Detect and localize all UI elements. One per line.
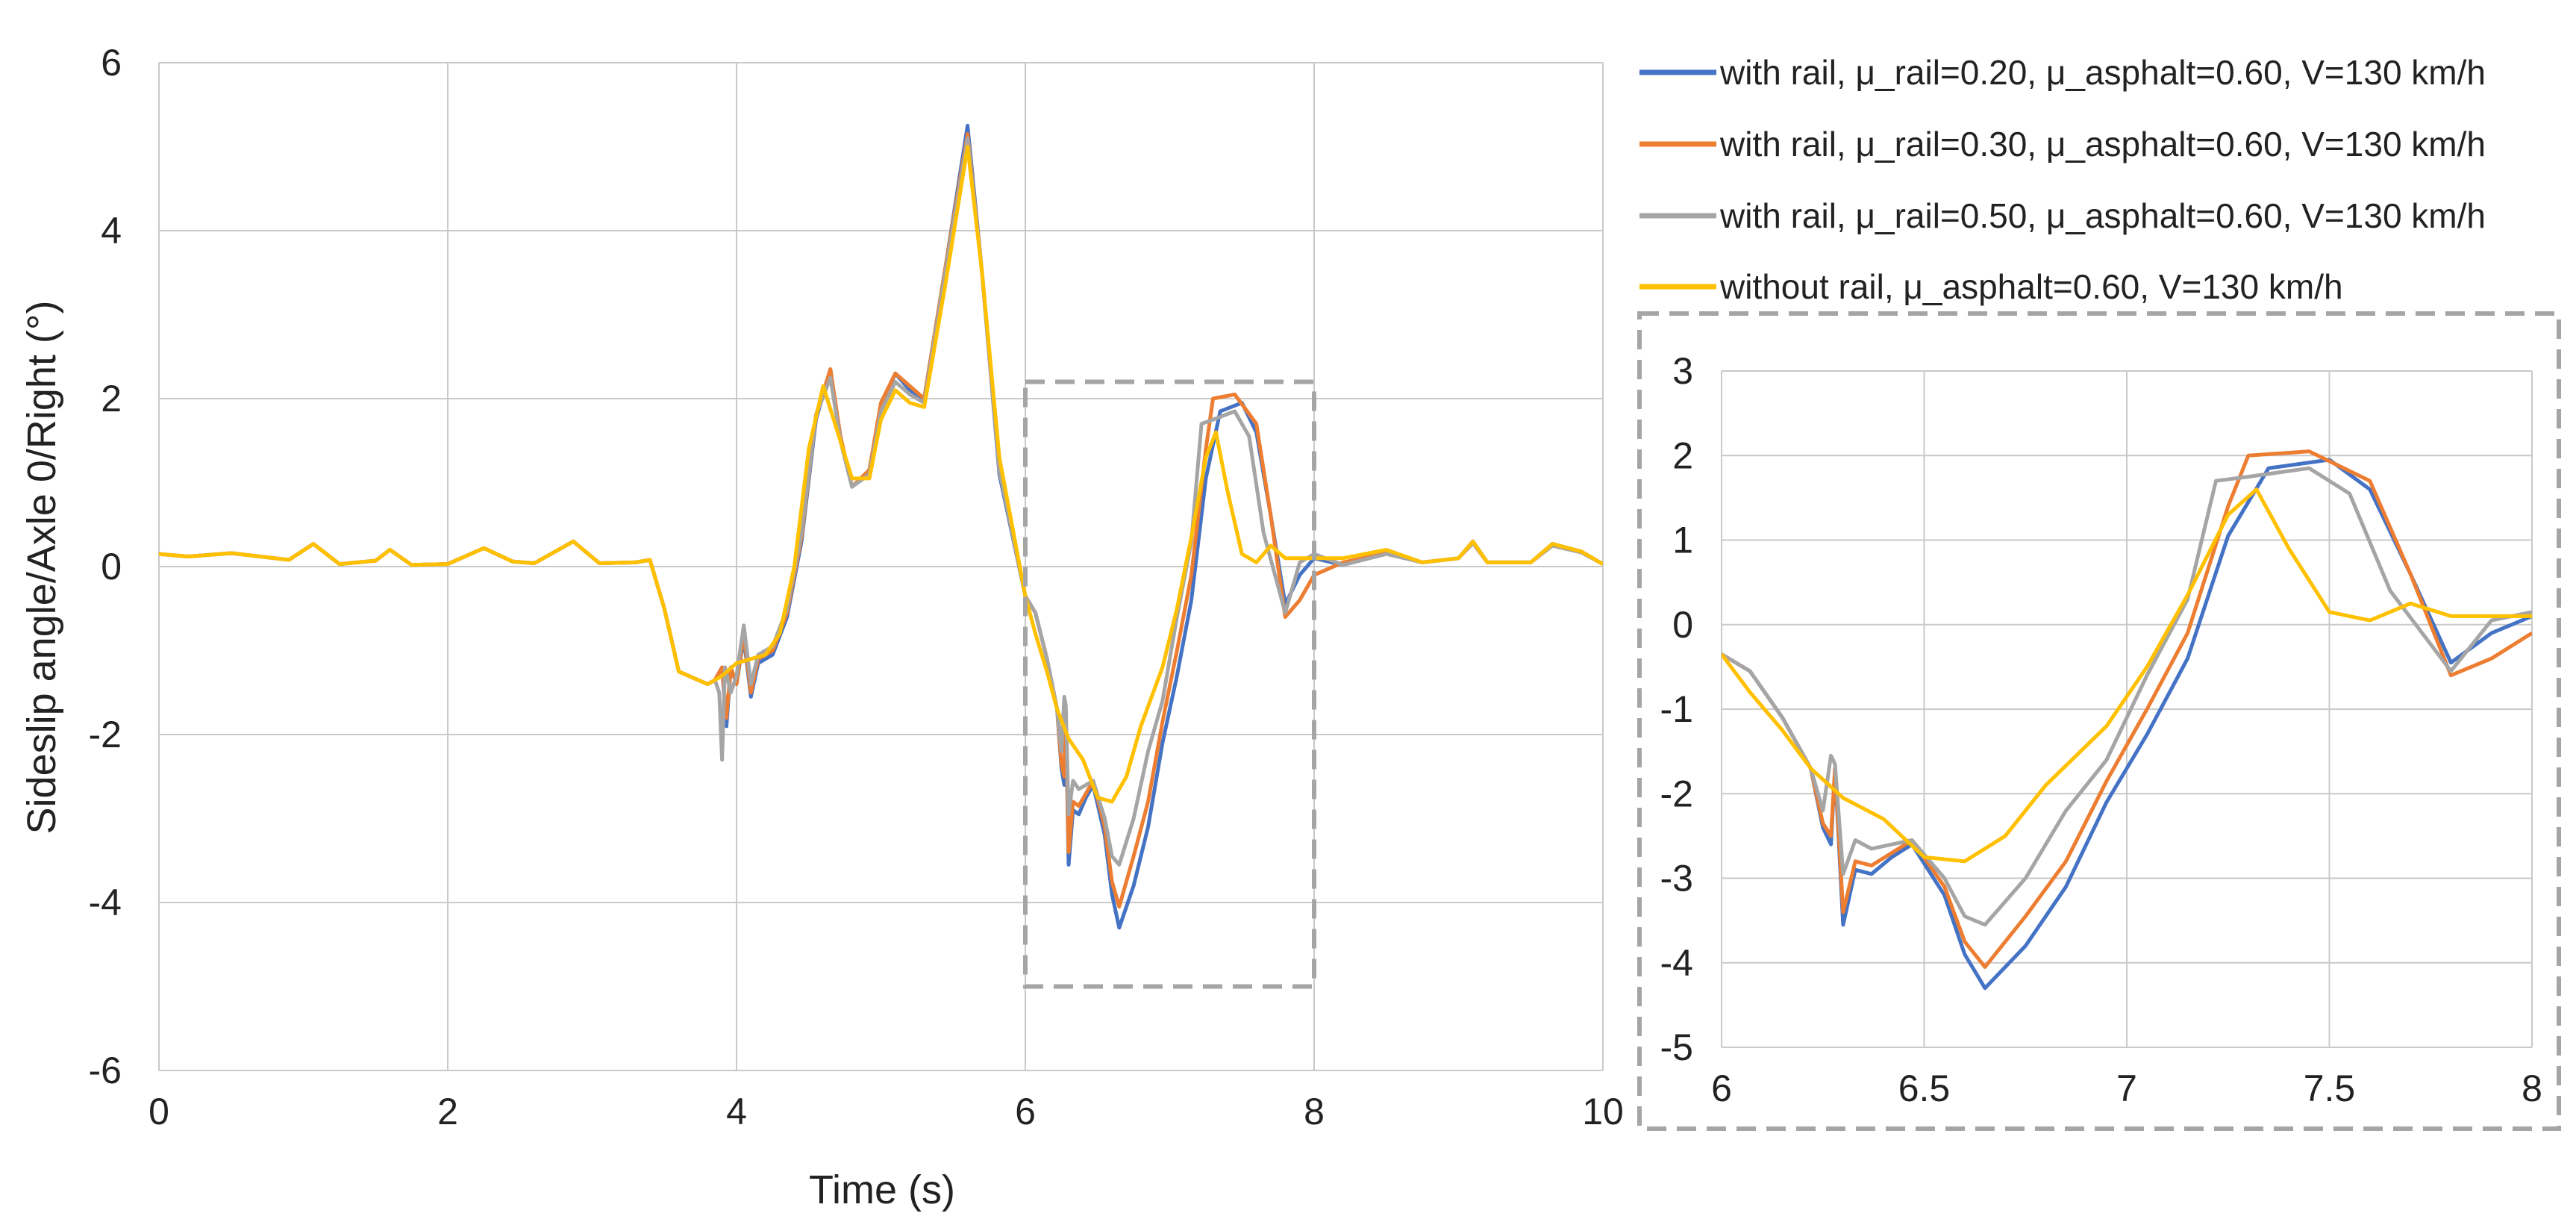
y-tick-label: -4	[1660, 942, 1693, 984]
x-tick-label: 10	[1582, 1091, 1624, 1132]
y-tick-label: 0	[101, 546, 122, 587]
series-line-4	[159, 145, 1603, 804]
y-tick-label: -1	[1660, 688, 1693, 730]
inset-series	[1722, 449, 2532, 991]
main-series	[159, 123, 1603, 930]
legend-label: with rail, μ_rail=0.30, μ_asphalt=0.60, …	[1719, 125, 2486, 163]
y-tick-label: 4	[101, 210, 122, 252]
x-tick-label: 8	[2522, 1067, 2542, 1109]
y-tick-label: -3	[1660, 858, 1693, 900]
series-line-2	[1722, 449, 2532, 969]
y-tick-label: 2	[101, 378, 122, 420]
legend-entry: with rail, μ_rail=0.20, μ_asphalt=0.60, …	[1639, 53, 2486, 92]
series-line-4	[1722, 487, 2532, 864]
legend-entry: with rail, μ_rail=0.50, μ_asphalt=0.60, …	[1639, 196, 2486, 235]
series-line-2	[159, 132, 1603, 909]
y-tick-label: 3	[1672, 350, 1693, 392]
x-tick-label: 6.5	[1898, 1067, 1951, 1109]
series-line-1	[1722, 458, 2532, 991]
y-tick-label: -4	[89, 882, 122, 923]
main-chart: -6 -4 -2 0 2 4 6 0 2 4 6 8 10 Time (s) Sideslip angl…	[19, 42, 1624, 1212]
inset-frame	[1637, 311, 2561, 1131]
legend-label: with rail, μ_rail=0.50, μ_asphalt=0.60, …	[1719, 196, 2486, 235]
legend-entry: with rail, μ_rail=0.30, μ_asphalt=0.60, …	[1639, 125, 2486, 163]
y-tick-label: 0	[1672, 604, 1693, 646]
y-tick-label: -2	[1660, 773, 1693, 814]
y-tick-label: 1	[1672, 520, 1693, 561]
inset-grid	[1721, 370, 2533, 1048]
series-line-3	[159, 136, 1603, 867]
x-tick-label: 6	[1711, 1067, 1732, 1109]
y-tick-label: -6	[89, 1050, 122, 1091]
series-line-1	[159, 123, 1603, 930]
y-tick-label: -5	[1660, 1026, 1693, 1068]
x-tick-label: 0	[149, 1091, 169, 1132]
y-tick-label: -2	[89, 714, 122, 755]
inset-zoom-chart: -5 -4 -3 -2 -1 0 1 2 3 6 6.5 7 7.5 8	[1637, 311, 2561, 1131]
y-tick-label: 2	[1672, 434, 1693, 476]
y-axis-title: Sideslip angle/Axle 0/Right (°)	[19, 301, 64, 835]
inset-tick-labels: -5 -4 -3 -2 -1 0 1 2 3 6 6.5 7 7.5 8	[1660, 350, 2542, 1109]
main-tick-labels: -6 -4 -2 0 2 4 6 0 2 4 6 8 10	[89, 42, 1624, 1132]
x-tick-label: 7.5	[2304, 1067, 2356, 1109]
x-tick-label: 7	[2116, 1067, 2137, 1109]
legend-entry: without rail, μ_asphalt=0.60, V=130 km/h	[1639, 267, 2343, 306]
legend-label: with rail, μ_rail=0.20, μ_asphalt=0.60, …	[1719, 53, 2486, 92]
x-axis-title: Time (s)	[809, 1168, 955, 1212]
x-tick-label: 4	[726, 1091, 747, 1132]
x-tick-label: 2	[437, 1091, 458, 1132]
x-tick-label: 8	[1304, 1091, 1325, 1132]
legend: with rail, μ_rail=0.20, μ_asphalt=0.60, …	[1639, 53, 2486, 306]
y-tick-label: 6	[101, 42, 122, 84]
x-tick-label: 6	[1015, 1091, 1036, 1132]
legend-label: without rail, μ_asphalt=0.60, V=130 km/h	[1719, 267, 2343, 306]
main-grid	[158, 62, 1604, 1071]
